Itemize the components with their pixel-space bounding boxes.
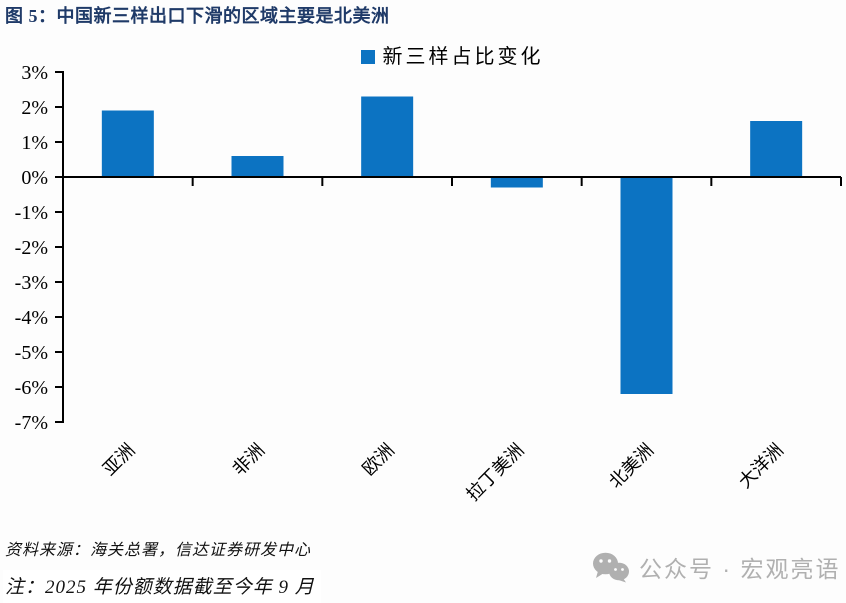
x-axis-label: 拉丁美洲 [463, 440, 528, 505]
y-tick-label: -3% [15, 272, 48, 294]
legend-label: 新三样占比变化 [382, 46, 544, 68]
chart-title: 图 5：中国新三样出口下滑的区域主要是北美洲 [5, 6, 390, 26]
chart-legend: 新三样占比变化 [63, 40, 841, 69]
y-tick-label: -5% [15, 342, 48, 364]
y-tick-label: -2% [15, 237, 48, 259]
y-tick-label: 3% [21, 62, 48, 84]
y-tick-label: -1% [15, 202, 48, 224]
bar-0 [101, 110, 154, 177]
y-tick-label: 1% [21, 132, 48, 154]
watermark-text: 公众号 · 宏观亮语 [639, 556, 841, 582]
y-tick-label: -7% [15, 412, 48, 434]
x-axis-label: 非洲 [229, 440, 269, 480]
source-note: 资料来源：海关总署，信达证券研发中心 [5, 542, 312, 559]
wechat-icon [593, 552, 629, 583]
legend-swatch-icon [360, 50, 375, 64]
x-axis-label: 大洋洲 [735, 440, 787, 492]
watermark: 公众号 · 宏观亮语 [592, 550, 840, 584]
x-axis-label: 欧洲 [358, 440, 398, 480]
bar-5 [750, 121, 803, 177]
bar-2 [361, 96, 414, 177]
x-axis-label: 亚洲 [99, 440, 139, 480]
bar-1 [231, 156, 284, 177]
bar-3 [490, 177, 543, 188]
y-tick-label: 2% [21, 97, 48, 119]
y-tick-label: -6% [15, 377, 48, 399]
data-note: 注：2025 年份额数据截至今年 9 月 [3, 570, 321, 603]
x-axis-label: 北美洲 [605, 440, 657, 492]
y-tick-label: 0% [21, 167, 48, 189]
bar-4 [620, 177, 673, 394]
y-tick-label: -4% [15, 307, 48, 329]
